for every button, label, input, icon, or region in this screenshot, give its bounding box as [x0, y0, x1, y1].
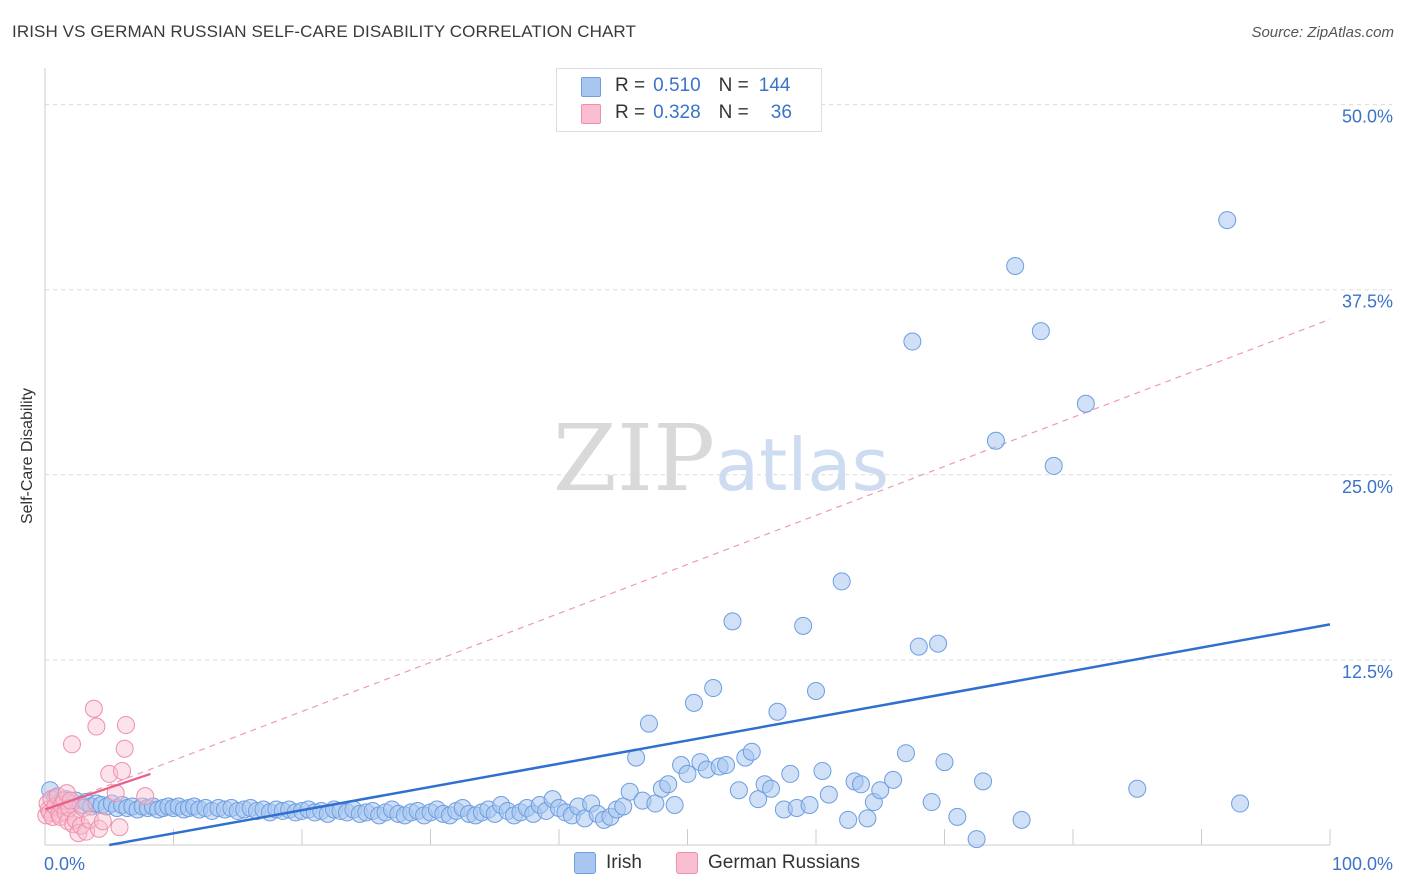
- data-point-irish: [967, 830, 986, 849]
- y-tick-label: 12.5%: [1342, 662, 1393, 682]
- data-point-irish: [614, 797, 633, 816]
- legend-swatch-german-russians: [676, 852, 698, 874]
- legend-label-irish: Irish: [606, 852, 642, 873]
- data-point-german-russians: [136, 787, 155, 806]
- legend-r-value: 0.328: [653, 102, 701, 123]
- data-point-irish: [858, 809, 877, 828]
- y-tick-label: 37.5%: [1342, 292, 1393, 312]
- data-point-irish: [929, 634, 948, 653]
- data-point-irish: [729, 781, 748, 800]
- legend-item-irish[interactable]: Irish: [574, 852, 642, 874]
- data-point-irish: [819, 785, 838, 804]
- data-point-irish: [794, 616, 813, 635]
- data-point-irish: [684, 693, 703, 712]
- data-point-irish: [922, 793, 941, 812]
- data-point-irish: [1044, 456, 1063, 475]
- data-point-irish: [717, 756, 736, 775]
- legend-row-german-russians: R = 0.328 N = 36: [581, 100, 792, 126]
- legend-r-label: R =: [615, 102, 646, 123]
- data-point-irish: [903, 332, 922, 351]
- trend-line-german-russians-extended: [44, 318, 1331, 811]
- data-point-irish: [896, 744, 915, 763]
- data-point-german-russians: [110, 818, 129, 837]
- data-point-irish: [832, 572, 851, 591]
- data-point-irish: [935, 753, 954, 772]
- data-point-irish: [851, 775, 870, 794]
- data-point-irish: [781, 764, 800, 783]
- data-point-irish: [659, 775, 678, 794]
- data-point-german-russians: [115, 739, 134, 758]
- trend-line-german-russians: [44, 772, 151, 811]
- data-point-german-russians: [116, 716, 135, 735]
- data-point-irish: [646, 794, 665, 813]
- source-label: Source: ZipAtlas.com: [1251, 24, 1394, 41]
- data-point-irish: [678, 764, 697, 783]
- legend-swatch-german-russians: [581, 104, 601, 124]
- legend-row-irish: R = 0.510 N = 144: [581, 73, 791, 99]
- data-point-irish: [742, 742, 761, 761]
- series-legend: Irish German Russians: [0, 852, 1406, 876]
- trend-line-irish: [109, 623, 1331, 847]
- data-point-irish: [1128, 779, 1147, 798]
- watermark-zip: ZIP: [553, 405, 715, 512]
- watermark-atlas: atlas: [715, 423, 889, 507]
- data-point-irish: [762, 779, 781, 798]
- chart-title: IRISH VS GERMAN RUSSIAN SELF-CARE DISABI…: [12, 22, 636, 41]
- data-point-irish: [665, 796, 684, 815]
- data-point-german-russians: [87, 717, 106, 736]
- legend-n-label: N =: [718, 75, 749, 96]
- data-point-irish: [1006, 257, 1025, 276]
- data-point-irish: [639, 714, 658, 733]
- data-point-irish: [704, 679, 723, 698]
- data-point-german-russians: [71, 816, 90, 835]
- y-tick-label: 50.0%: [1342, 107, 1393, 127]
- legend-r-label: R =: [615, 75, 646, 96]
- legend-r-value: 0.510: [653, 75, 701, 96]
- correlation-legend: R = 0.510 N = 144 R = 0.328 N = 36: [556, 68, 822, 132]
- legend-n-label: N =: [718, 102, 749, 123]
- data-point-irish: [909, 637, 928, 656]
- data-point-irish: [1231, 794, 1250, 813]
- legend-item-german-russians[interactable]: German Russians: [676, 852, 860, 874]
- data-point-german-russians: [113, 761, 132, 780]
- data-point-irish: [1012, 810, 1031, 829]
- legend-swatch-irish: [581, 77, 601, 97]
- legend-label-german-russians: German Russians: [708, 852, 861, 873]
- data-point-irish: [768, 702, 787, 721]
- data-point-irish: [986, 431, 1005, 450]
- data-point-irish: [749, 790, 768, 809]
- data-point-irish: [1076, 394, 1095, 413]
- x-tick-label: 0.0%: [44, 854, 85, 874]
- data-point-irish: [813, 761, 832, 780]
- data-point-german-russians: [84, 699, 103, 718]
- data-point-irish: [1031, 322, 1050, 341]
- legend-swatch-irish: [574, 852, 596, 874]
- data-point-german-russians: [69, 824, 88, 843]
- legend-n-value: 144: [758, 75, 791, 96]
- data-point-irish: [807, 682, 825, 700]
- y-tick-label: 25.0%: [1342, 477, 1393, 497]
- data-point-german-russians: [62, 735, 81, 754]
- data-point-irish: [871, 781, 890, 800]
- data-point-irish: [800, 796, 819, 815]
- data-point-german-russians: [93, 812, 112, 831]
- data-point-irish: [884, 770, 903, 789]
- data-point-irish: [723, 612, 742, 631]
- data-point-irish: [974, 772, 993, 791]
- data-point-irish: [839, 810, 858, 829]
- data-point-irish: [1218, 211, 1237, 230]
- data-point-irish: [948, 807, 967, 826]
- data-point-german-russians: [74, 798, 93, 817]
- data-point-irish: [620, 782, 639, 801]
- x-tick-label: 100.0%: [1332, 854, 1393, 874]
- legend-n-value: 36: [770, 102, 792, 123]
